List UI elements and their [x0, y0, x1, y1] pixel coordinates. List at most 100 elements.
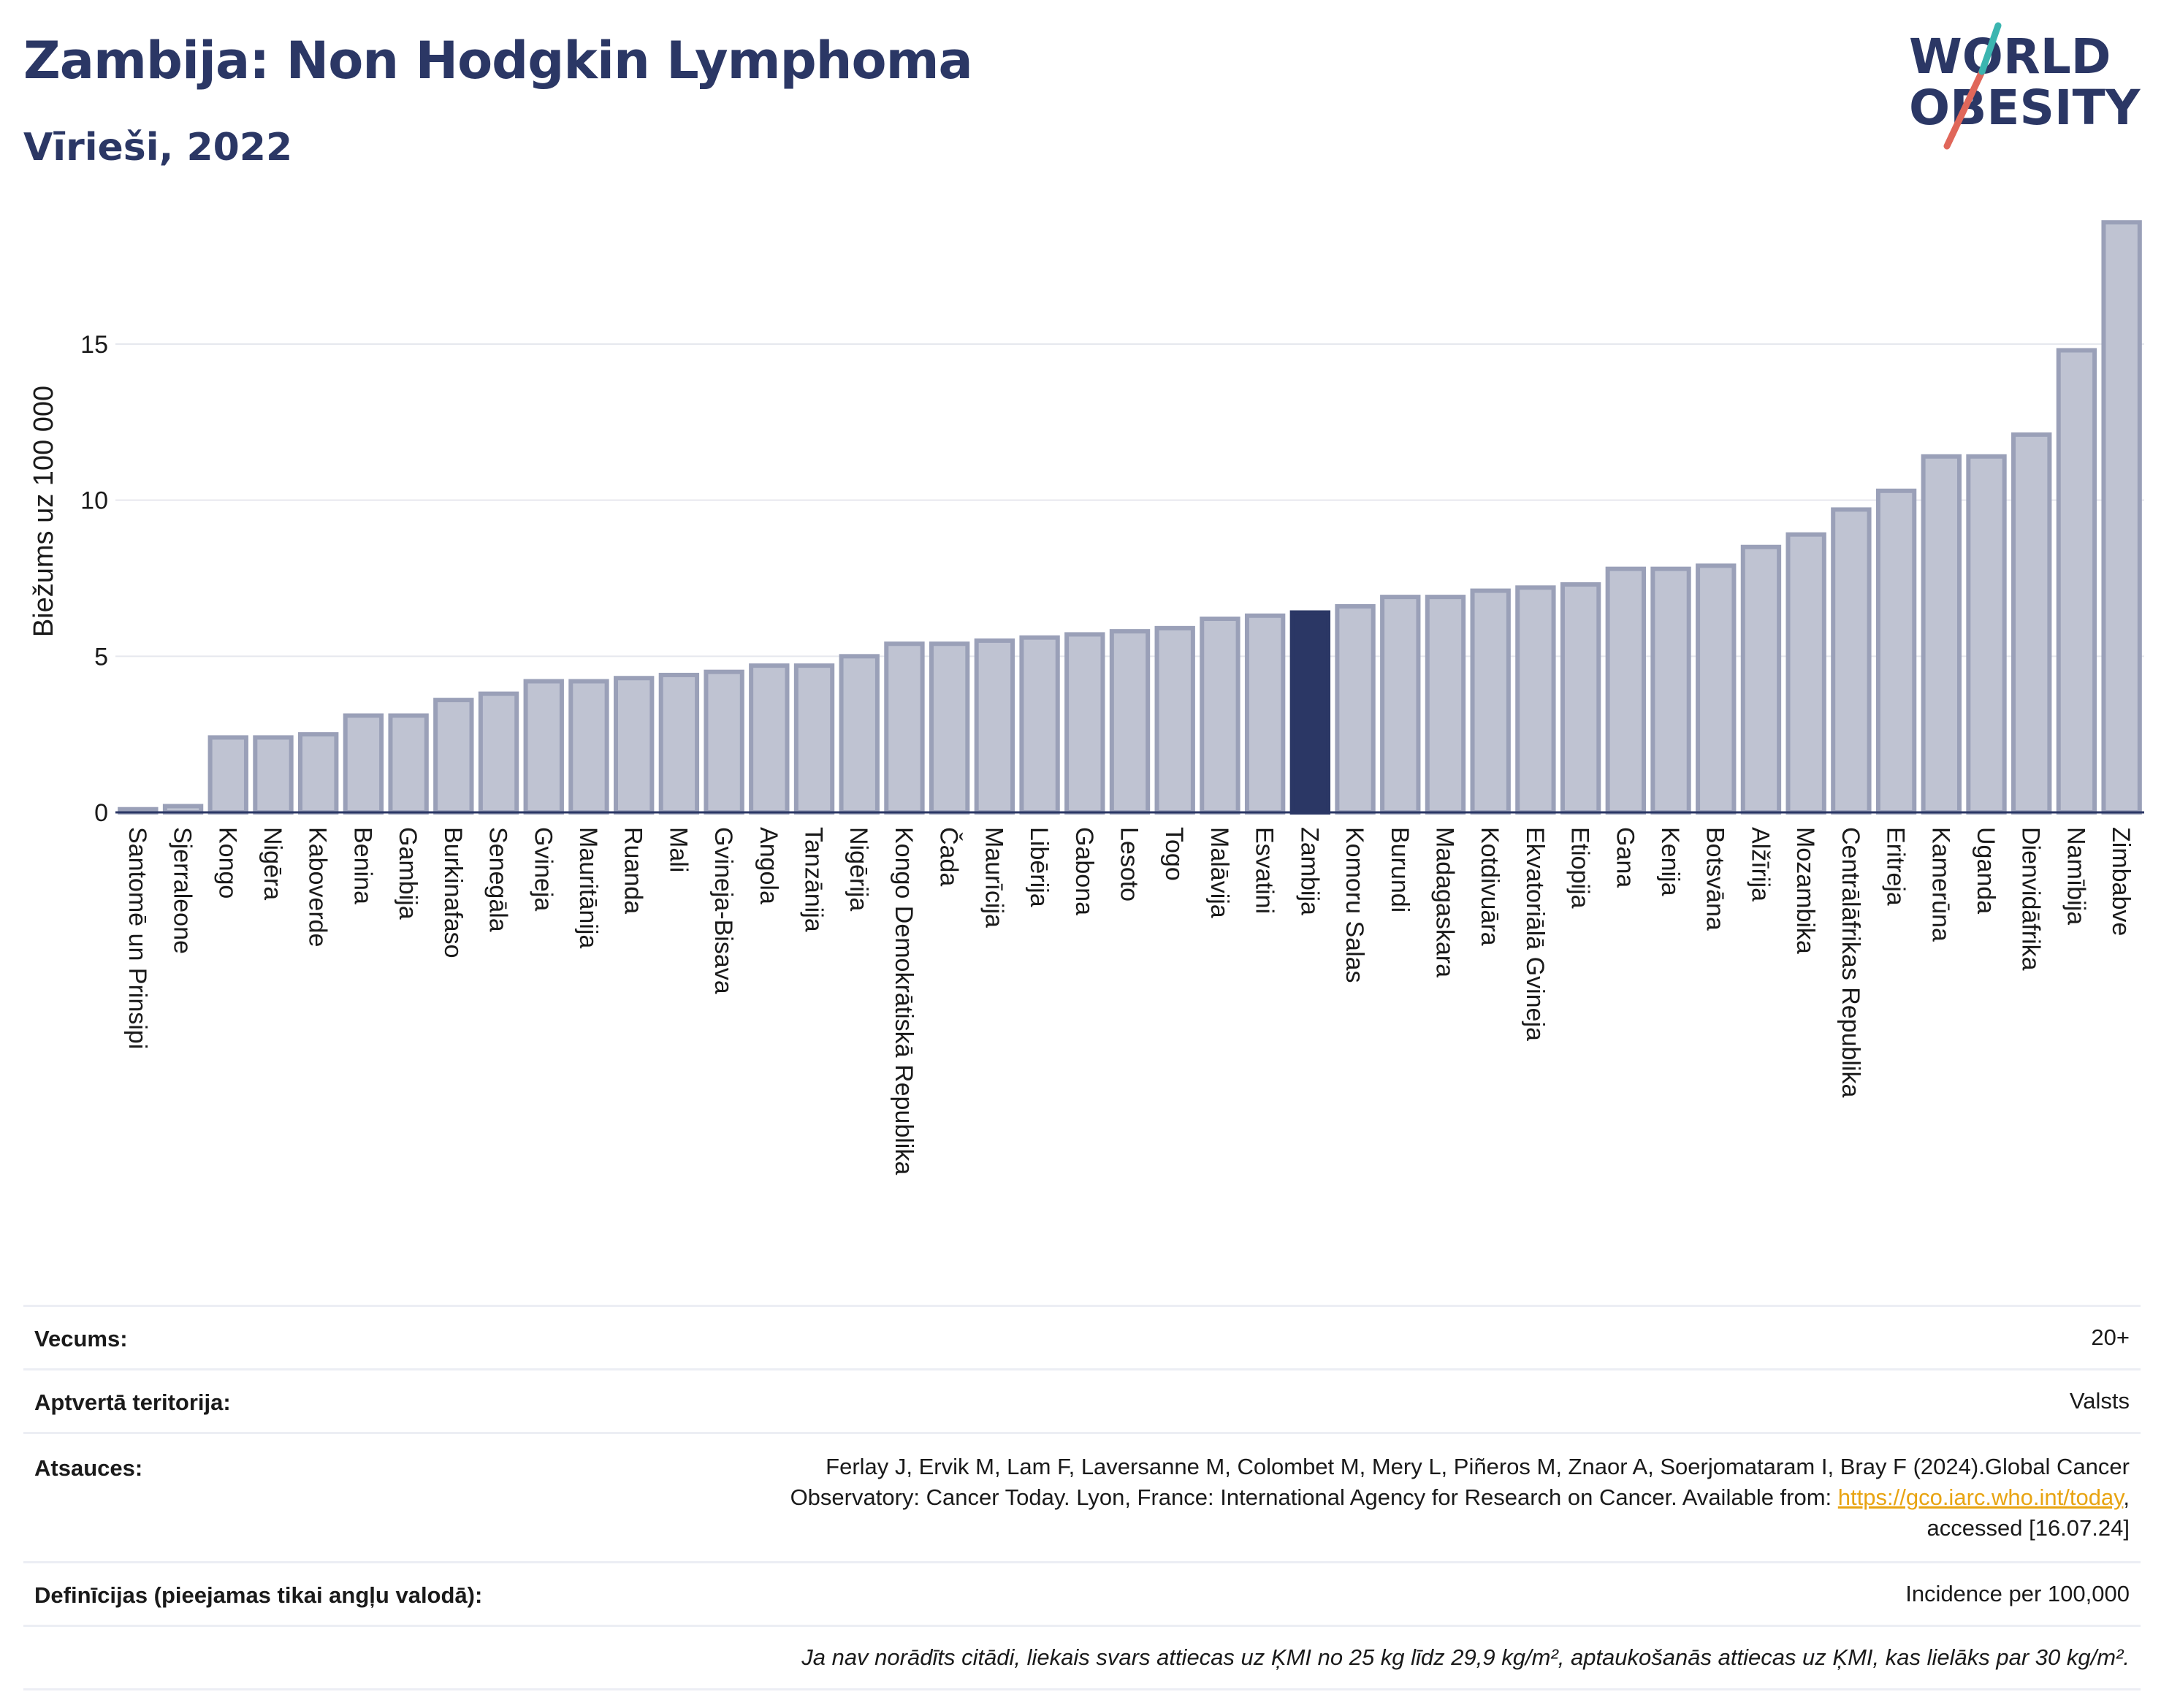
y-axis-label: Biežums uz 100 000 — [28, 386, 59, 637]
x-tick-label: Maurīcija — [980, 827, 1007, 928]
y-tick-label: 10 — [80, 487, 108, 515]
bar-zimbabve[interactable] — [2101, 220, 2142, 815]
info-row-definitions: Definīcijas (pieejamas tikai angļu valod… — [23, 1561, 2141, 1625]
bar-kamerūna[interactable] — [1921, 454, 1962, 815]
bar-komoru-salas[interactable] — [1335, 603, 1376, 815]
info-row-territory: Aptvertā teritorija: Valsts — [23, 1368, 2141, 1432]
y-tick-label: 5 — [94, 643, 108, 671]
bar-nigēra[interactable] — [253, 735, 294, 815]
x-tick-label: Kotdivuāra — [1476, 827, 1503, 946]
x-tick-label: Mozambika — [1791, 827, 1819, 954]
x-tick-label: Alžīrija — [1746, 827, 1774, 901]
bar-namībija[interactable] — [2056, 348, 2097, 815]
bar-madagaskara[interactable] — [1425, 595, 1466, 815]
x-tick-labels: Santomē un Prinsipi Sjerraleone Kongo Nigēr… — [123, 827, 2135, 1175]
bar-tanzānija[interactable] — [793, 663, 835, 815]
bar-senegāla[interactable] — [478, 691, 519, 815]
x-tick-label: Esvatini — [1251, 827, 1278, 914]
definitions-value: Incidence per 100,000 — [1905, 1581, 2130, 1606]
bar-kongo[interactable] — [207, 735, 248, 815]
x-tick-label: Sjerraleone — [169, 827, 197, 954]
bar-gambija[interactable] — [388, 713, 429, 815]
bar-togo[interactable] — [1154, 625, 1195, 815]
x-tick-label: Lesoto — [1116, 827, 1143, 901]
bar-alžīrija[interactable] — [1740, 544, 1782, 815]
x-tick-label: Ruanda — [620, 827, 647, 914]
bar-gana[interactable] — [1605, 566, 1647, 815]
bar-dienvidāfrika[interactable] — [2011, 432, 2052, 815]
bar-burkinafaso[interactable] — [433, 698, 474, 815]
logo-slash — [1943, 68, 1986, 150]
x-tick-label: Kongo — [213, 827, 241, 899]
bar-chart: Santomē un Prinsipi Sjerraleone Kongo Nigēr… — [28, 220, 2144, 1175]
obesity-note: Ja nav norādīts citādi, liekais svars at… — [801, 1644, 2130, 1670]
info-row-references: Atsauces: Ferlay J, Ervik M, Lam F, Lave… — [23, 1432, 2141, 1561]
x-tick-label: Burkinafaso — [439, 827, 467, 958]
bar-lesoto[interactable] — [1109, 629, 1151, 815]
x-tick-label: Zambija — [1295, 827, 1323, 915]
bar-burundi[interactable] — [1380, 595, 1421, 815]
x-tick-label: Kamerūna — [1926, 827, 1954, 942]
x-tick-label: Kenija — [1656, 827, 1684, 896]
bars-layer — [115, 220, 2144, 815]
bar-ruanda[interactable] — [613, 676, 655, 815]
references-text-1: Ferlay J, Ervik M, Lam F, Laversanne M, … — [826, 1454, 2130, 1479]
bar-kongo-demokrātiskā-republika[interactable] — [884, 641, 925, 815]
x-tick-label: Malāvija — [1205, 827, 1233, 918]
x-tick-label: Gvineja — [529, 827, 557, 911]
bar-gvineja-bisava[interactable] — [704, 669, 744, 815]
bar-ekvatoriālā-gvineja[interactable] — [1515, 585, 1556, 815]
bar-kenija[interactable] — [1650, 566, 1691, 815]
bar-eritreja[interactable] — [1875, 488, 1917, 815]
references-text-2: Observatory: Cancer Today. Lyon, France:… — [790, 1484, 1838, 1510]
y-tick-label: 0 — [94, 799, 108, 827]
bar-gvineja[interactable] — [523, 679, 564, 815]
bar-malāvija[interactable] — [1200, 617, 1240, 815]
x-tick-label: Burundi — [1386, 827, 1414, 912]
x-tick-label: Nigēra — [259, 827, 286, 900]
bar-zambija[interactable] — [1289, 610, 1331, 815]
x-tick-label: Eritreja — [1882, 827, 1910, 906]
info-row-age: Vecums: 20+ — [23, 1305, 2141, 1368]
x-tick-label: Libērija — [1025, 827, 1053, 907]
bar-uganda[interactable] — [1966, 454, 2007, 815]
x-tick-label: Komoru Salas — [1341, 827, 1368, 983]
y-tick-label: 15 — [80, 331, 108, 359]
x-tick-label: Etiopija — [1566, 827, 1594, 909]
definitions-label: Definīcijas (pieejamas tikai angļu valod… — [34, 1582, 483, 1608]
x-tick-label: Mali — [664, 827, 692, 872]
bar-centrālāfrikas-republika[interactable] — [1831, 507, 1872, 815]
references-text-3: , — [2123, 1484, 2130, 1510]
x-tick-label: Gabona — [1070, 827, 1098, 915]
bar-kotdivuāra[interactable] — [1470, 588, 1511, 815]
bar-gabona[interactable] — [1064, 632, 1105, 815]
bar-botsvāna[interactable] — [1696, 563, 1737, 815]
bar-mauritānija[interactable] — [568, 679, 609, 815]
bar-libērija[interactable] — [1019, 635, 1060, 815]
y-tick-labels: 0 5 10 15 — [80, 331, 108, 827]
x-tick-label: Gvineja-Bisava — [709, 827, 737, 994]
territory-value: Valsts — [2069, 1388, 2130, 1414]
references-link[interactable]: https://gco.iarc.who.int/today — [1837, 1484, 2124, 1510]
bar-mali[interactable] — [658, 672, 700, 815]
logo-line-2: OBESITY — [1909, 80, 2141, 136]
world-obesity-logo: WORLD OBESITY — [1909, 22, 2141, 150]
x-tick-label: Čada — [935, 827, 963, 886]
bar-maurīcija[interactable] — [974, 638, 1015, 815]
bar-čada[interactable] — [929, 641, 970, 815]
x-tick-label: Dienvidāfrika — [2017, 827, 2045, 971]
bar-kaboverde[interactable] — [298, 732, 339, 815]
x-tick-label: Togo — [1160, 827, 1188, 881]
bar-angola[interactable] — [749, 663, 790, 815]
x-tick-label: Kongo Demokrātiskā Republika — [890, 827, 918, 1175]
info-row-note: Ja nav norādīts citādi, liekais svars at… — [23, 1625, 2141, 1688]
bar-benina[interactable] — [343, 713, 384, 815]
references-text-4: accessed [16.07.24] — [1926, 1515, 2130, 1541]
x-tick-label: Madagaskara — [1430, 827, 1458, 977]
x-tick-label: Angola — [755, 827, 782, 904]
bar-nigērija[interactable] — [839, 654, 880, 815]
bar-esvatini[interactable] — [1244, 613, 1286, 815]
x-tick-label: Mauritānija — [574, 827, 602, 948]
bar-mozambika[interactable] — [1785, 532, 1826, 815]
bar-etiopija[interactable] — [1560, 582, 1601, 815]
